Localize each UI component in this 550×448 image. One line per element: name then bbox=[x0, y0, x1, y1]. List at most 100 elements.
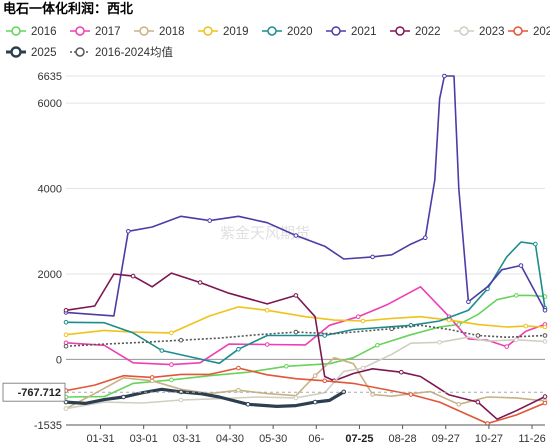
data-point bbox=[169, 330, 174, 336]
data-point bbox=[523, 323, 529, 329]
series-line bbox=[63, 272, 548, 420]
data-point bbox=[63, 308, 69, 313]
x-tick-label: 05-30 bbox=[259, 433, 287, 445]
data-point bbox=[542, 333, 548, 338]
data-point bbox=[542, 308, 548, 313]
series-path bbox=[65, 75, 546, 317]
data-point bbox=[207, 218, 212, 223]
data-point bbox=[542, 394, 548, 399]
axis-pointer-label: -767.712 bbox=[2, 382, 545, 402]
data-point bbox=[360, 365, 366, 371]
legend-item[interactable]: 2021 bbox=[326, 26, 377, 38]
legend-label: 2016 bbox=[31, 26, 57, 38]
data-point bbox=[293, 395, 299, 401]
series-path bbox=[65, 387, 345, 408]
y-tick-label: 2000 bbox=[38, 269, 62, 281]
legend-item[interactable]: 2019 bbox=[198, 26, 249, 38]
data-point bbox=[149, 375, 155, 380]
legend-item[interactable]: 2022 bbox=[390, 26, 441, 38]
legend-label: 2025 bbox=[31, 47, 57, 59]
data-point bbox=[63, 320, 69, 325]
legend-swatch-marker bbox=[139, 26, 149, 36]
y-tick-label: 4000 bbox=[38, 184, 62, 196]
data-point bbox=[159, 348, 165, 353]
data-point bbox=[264, 308, 270, 313]
series-path bbox=[65, 241, 546, 365]
data-point bbox=[370, 254, 375, 260]
x-tick-label: 03-31 bbox=[173, 433, 201, 445]
x-axis: 01-31 03-01 03-31 04-30 05-30 06- 07-25 08-28 09… bbox=[66, 424, 546, 445]
data-point bbox=[370, 392, 375, 397]
data-point bbox=[475, 333, 481, 338]
x-tick-label: 03-01 bbox=[130, 433, 158, 445]
x-tick-label: 04-30 bbox=[216, 433, 244, 445]
series-path bbox=[65, 272, 546, 420]
legend-swatch-marker bbox=[395, 26, 405, 36]
data-point bbox=[264, 342, 270, 347]
legend-item[interactable]: 2024 bbox=[508, 26, 550, 38]
series-line bbox=[63, 306, 548, 338]
data-point bbox=[236, 365, 241, 371]
x-tick-label: 07-25 bbox=[345, 433, 373, 445]
series-line bbox=[63, 286, 548, 367]
legend-label: 2018 bbox=[159, 26, 185, 38]
data-point bbox=[466, 299, 471, 305]
series-path bbox=[65, 306, 546, 336]
legend: 2016 2017 2018 2019 2020 2021 2022 2023 2024 2025… bbox=[6, 26, 550, 59]
legend-item[interactable]: 2020 bbox=[262, 26, 313, 38]
series-path bbox=[65, 294, 546, 398]
data-point bbox=[130, 273, 136, 279]
legend-label: 2024 bbox=[533, 26, 550, 38]
legend-item[interactable]: 2016 bbox=[6, 26, 57, 38]
pointer-box bbox=[2, 382, 66, 402]
legend-item[interactable]: 2025 bbox=[6, 46, 57, 59]
data-point bbox=[475, 399, 481, 405]
series-path bbox=[65, 367, 546, 425]
data-point bbox=[63, 406, 69, 411]
legend-swatch-marker bbox=[267, 26, 277, 36]
legend-label: 2020 bbox=[287, 26, 313, 38]
data-point bbox=[121, 394, 126, 400]
grid bbox=[66, 75, 545, 426]
data-point bbox=[126, 229, 131, 234]
data-point bbox=[456, 322, 462, 327]
data-point bbox=[63, 332, 69, 338]
legend-item[interactable]: 2017 bbox=[70, 26, 121, 38]
y-tick-label: -1535 bbox=[34, 420, 62, 432]
data-point bbox=[293, 329, 299, 335]
legend-label: 2022 bbox=[415, 26, 441, 38]
legend-item[interactable]: 2016-2024均值 bbox=[70, 46, 173, 59]
data-point bbox=[245, 402, 251, 407]
data-point bbox=[423, 235, 428, 240]
legend-swatch-marker bbox=[75, 47, 85, 57]
data-point bbox=[293, 293, 299, 298]
data-point bbox=[312, 399, 318, 405]
y-tick-label: 0 bbox=[56, 354, 62, 366]
data-point bbox=[236, 387, 241, 393]
legend-swatch-marker bbox=[11, 26, 21, 36]
data-point bbox=[63, 343, 69, 349]
data-point bbox=[514, 337, 519, 343]
data-point bbox=[408, 392, 414, 397]
data-point bbox=[399, 369, 404, 375]
data-point bbox=[518, 263, 524, 268]
data-point bbox=[322, 378, 328, 384]
legend-item[interactable]: 2023 bbox=[454, 26, 505, 38]
data-point bbox=[446, 317, 452, 323]
data-point bbox=[322, 333, 328, 338]
legend-swatch-marker bbox=[331, 26, 341, 36]
data-point bbox=[360, 318, 366, 324]
data-point bbox=[533, 241, 538, 247]
data-point bbox=[375, 343, 380, 348]
legend-item[interactable]: 2018 bbox=[134, 26, 185, 38]
legend-swatch-marker bbox=[10, 46, 22, 58]
legend-label: 2019 bbox=[223, 26, 249, 38]
series-line bbox=[63, 293, 548, 400]
y-axis: -1535 0 2000 4000 6000 6635 bbox=[34, 71, 62, 432]
data-point bbox=[178, 397, 184, 403]
series-path bbox=[65, 324, 546, 347]
data-point bbox=[504, 344, 510, 349]
x-tick-label: 11-26 bbox=[518, 433, 545, 445]
data-point bbox=[389, 326, 395, 332]
